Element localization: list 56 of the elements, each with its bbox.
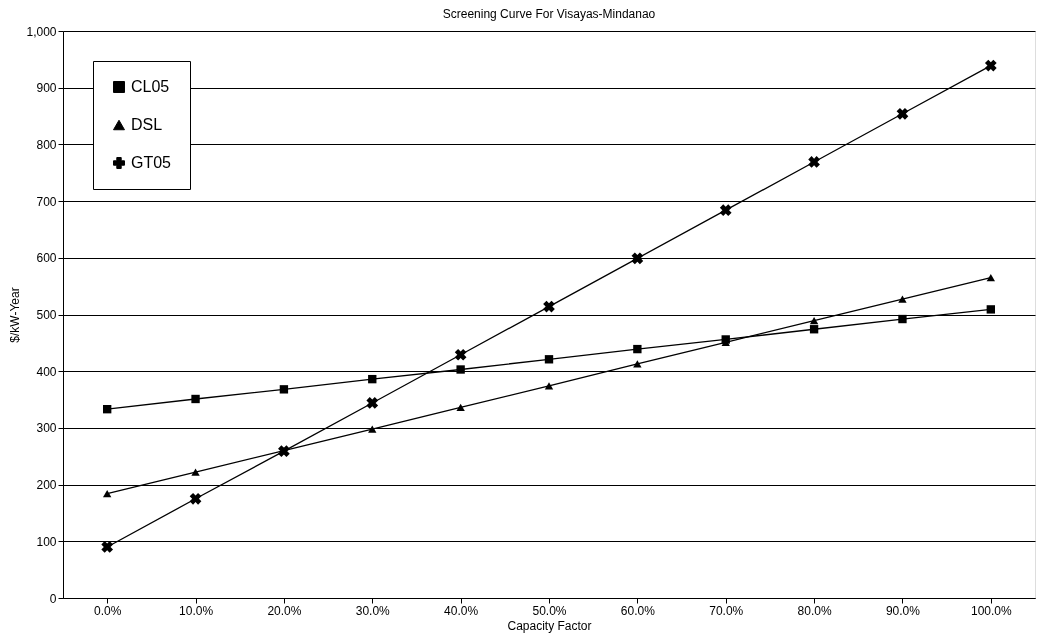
point xyxy=(986,305,995,314)
point xyxy=(191,468,200,476)
x-tick-label: 50.0% xyxy=(532,603,567,618)
x-tick-label: 80.0% xyxy=(797,603,832,618)
point xyxy=(633,360,642,368)
y-tick-label: 100 xyxy=(36,534,57,549)
y-tick-label: 900 xyxy=(36,81,57,96)
point xyxy=(631,252,644,265)
x-tick-label: 100.0% xyxy=(970,603,1012,618)
y-tick-label: 0 xyxy=(49,591,57,606)
point xyxy=(191,394,200,404)
x-tick-label: 40.0% xyxy=(444,603,479,618)
y-tick-label: 1,000 xyxy=(26,24,57,39)
point xyxy=(189,492,202,505)
point xyxy=(279,385,289,394)
point xyxy=(719,204,732,217)
point xyxy=(809,317,819,325)
x-tick-label: 30.0% xyxy=(355,603,391,618)
point xyxy=(456,365,465,374)
point xyxy=(898,295,907,303)
point xyxy=(103,405,112,414)
x-tick-label: 70.0% xyxy=(709,603,744,618)
x-axis-title: Capacity Factor xyxy=(507,618,592,633)
chart-title: Screening Curve For Visayas-Mindanao xyxy=(442,7,656,21)
x-tick-label: 90.0% xyxy=(885,603,921,618)
point xyxy=(544,355,554,364)
point xyxy=(366,397,379,409)
point xyxy=(808,156,820,168)
point xyxy=(368,374,377,384)
point xyxy=(633,344,642,354)
point xyxy=(103,490,112,498)
point xyxy=(984,59,997,72)
y-tick-label: 400 xyxy=(36,364,57,379)
y-tick-label: 800 xyxy=(36,137,57,152)
point xyxy=(898,314,907,324)
y-tick-label: 700 xyxy=(36,194,57,209)
x-tick-label: 60.0% xyxy=(620,603,656,618)
point xyxy=(544,382,554,390)
y-tick-label: 600 xyxy=(36,251,57,266)
y-axis-title: $/kW-Year xyxy=(8,287,23,343)
y-tick-label: 200 xyxy=(36,478,57,493)
point xyxy=(986,274,995,282)
y-tick-label: 500 xyxy=(36,308,57,322)
x-tick-label: 10.0% xyxy=(179,603,214,618)
legend-label: GT05 xyxy=(131,154,172,171)
legend-label: CL05 xyxy=(131,78,170,95)
x-tick-label: 0.0% xyxy=(94,603,122,618)
legend-label: DSL xyxy=(131,116,163,133)
point xyxy=(456,403,465,412)
point xyxy=(896,107,909,120)
y-tick-label: 300 xyxy=(36,421,57,436)
x-tick-label: 20.0% xyxy=(267,603,302,618)
point xyxy=(101,541,114,553)
point xyxy=(454,348,467,361)
point xyxy=(809,325,819,334)
point xyxy=(368,425,377,433)
